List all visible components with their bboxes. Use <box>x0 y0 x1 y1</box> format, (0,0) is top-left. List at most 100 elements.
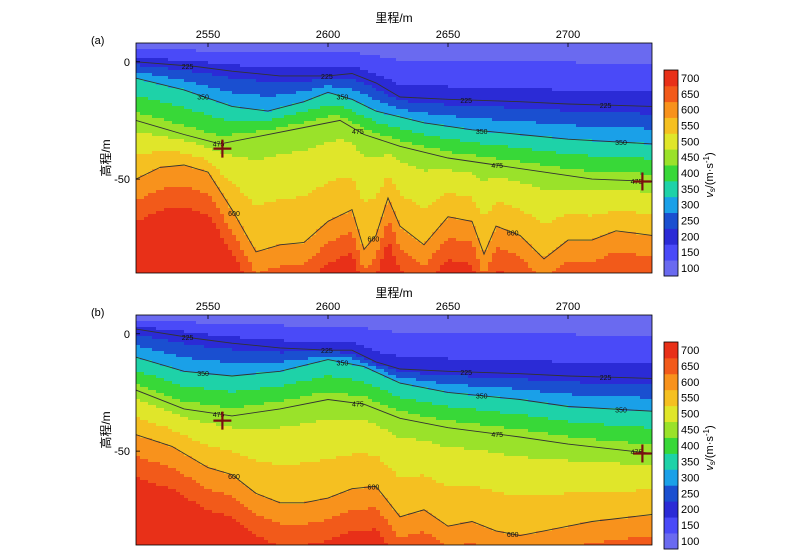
field-cell <box>136 55 141 59</box>
field-cell <box>200 73 205 77</box>
field-cell <box>180 235 185 239</box>
field-cell <box>264 184 269 188</box>
field-cell <box>136 166 141 170</box>
field-cell <box>324 49 329 53</box>
field-cell <box>136 148 141 152</box>
field-cell <box>304 67 309 71</box>
field-cell <box>204 157 209 161</box>
field-cell <box>152 103 157 107</box>
field-cell <box>212 64 217 68</box>
field-cell <box>228 145 233 149</box>
field-cell <box>244 52 249 56</box>
field-cell <box>364 247 369 251</box>
field-cell <box>256 52 261 56</box>
field-cell <box>240 220 245 224</box>
field-cell <box>364 112 369 116</box>
field-cell <box>204 220 209 224</box>
field-cell <box>360 238 365 242</box>
field-cell <box>244 115 249 119</box>
field-cell <box>292 115 297 119</box>
field-cell <box>268 229 273 233</box>
field-cell <box>200 52 205 56</box>
field-cell <box>240 196 245 200</box>
field-cell <box>152 106 157 110</box>
field-cell <box>240 100 245 104</box>
field-cell <box>204 268 209 272</box>
field-cell <box>140 196 145 200</box>
field-cell <box>348 64 353 68</box>
field-cell <box>208 202 213 206</box>
field-cell <box>240 55 245 59</box>
field-cell <box>292 175 297 179</box>
field-cell <box>340 139 345 143</box>
field-cell <box>208 133 213 137</box>
field-cell <box>308 76 313 80</box>
field-cell <box>260 205 265 209</box>
field-cell <box>292 196 297 200</box>
field-cell <box>252 97 257 101</box>
field-cell <box>268 127 273 131</box>
field-cell <box>260 148 265 152</box>
field-cell <box>260 175 265 179</box>
field-cell <box>352 49 357 53</box>
field-cell <box>204 82 209 86</box>
field-cell <box>236 193 241 197</box>
field-cell <box>204 259 209 263</box>
field-cell <box>304 208 309 212</box>
field-cell <box>164 127 169 131</box>
field-cell <box>292 244 297 248</box>
field-cell <box>212 169 217 173</box>
field-cell <box>252 259 257 263</box>
field-cell <box>192 163 197 167</box>
field-cell <box>256 58 261 62</box>
field-cell <box>160 67 165 71</box>
field-cell <box>228 163 233 167</box>
field-cell <box>368 148 373 152</box>
field-cell <box>176 160 181 164</box>
field-cell <box>260 142 265 146</box>
field-cell <box>144 265 149 269</box>
field-cell <box>284 199 289 203</box>
field-cell <box>212 193 217 197</box>
field-cell <box>160 121 165 125</box>
field-cell <box>216 139 221 143</box>
field-cell <box>148 181 153 185</box>
field-cell <box>328 196 333 200</box>
field-cell <box>264 79 269 83</box>
field-cell <box>216 127 221 131</box>
field-cell <box>156 115 161 119</box>
field-cell <box>300 58 305 62</box>
field-cell <box>360 187 365 191</box>
field-cell <box>148 184 153 188</box>
field-cell <box>248 133 253 137</box>
field-cell <box>312 253 317 257</box>
field-cell <box>372 172 377 176</box>
field-cell <box>180 208 185 212</box>
field-cell <box>324 256 329 260</box>
field-cell <box>252 142 257 146</box>
field-cell <box>188 205 193 209</box>
field-cell <box>284 250 289 254</box>
field-cell <box>312 166 317 170</box>
field-cell <box>160 235 165 239</box>
field-cell <box>148 199 153 203</box>
field-cell <box>316 211 321 215</box>
field-cell <box>304 91 309 95</box>
field-cell <box>164 223 169 227</box>
field-cell <box>148 112 153 116</box>
field-cell <box>236 112 241 116</box>
field-cell <box>136 163 141 167</box>
field-cell <box>148 70 153 74</box>
field-cell <box>180 202 185 206</box>
field-cell <box>292 250 297 254</box>
field-cell <box>312 271 317 273</box>
field-cell <box>224 184 229 188</box>
field-cell <box>244 154 249 158</box>
field-cell <box>356 160 361 164</box>
field-cell <box>344 148 349 152</box>
field-cell <box>220 232 225 236</box>
field-cell <box>300 253 305 257</box>
field-cell <box>164 76 169 80</box>
field-cell <box>272 166 277 170</box>
field-cell <box>296 259 301 263</box>
